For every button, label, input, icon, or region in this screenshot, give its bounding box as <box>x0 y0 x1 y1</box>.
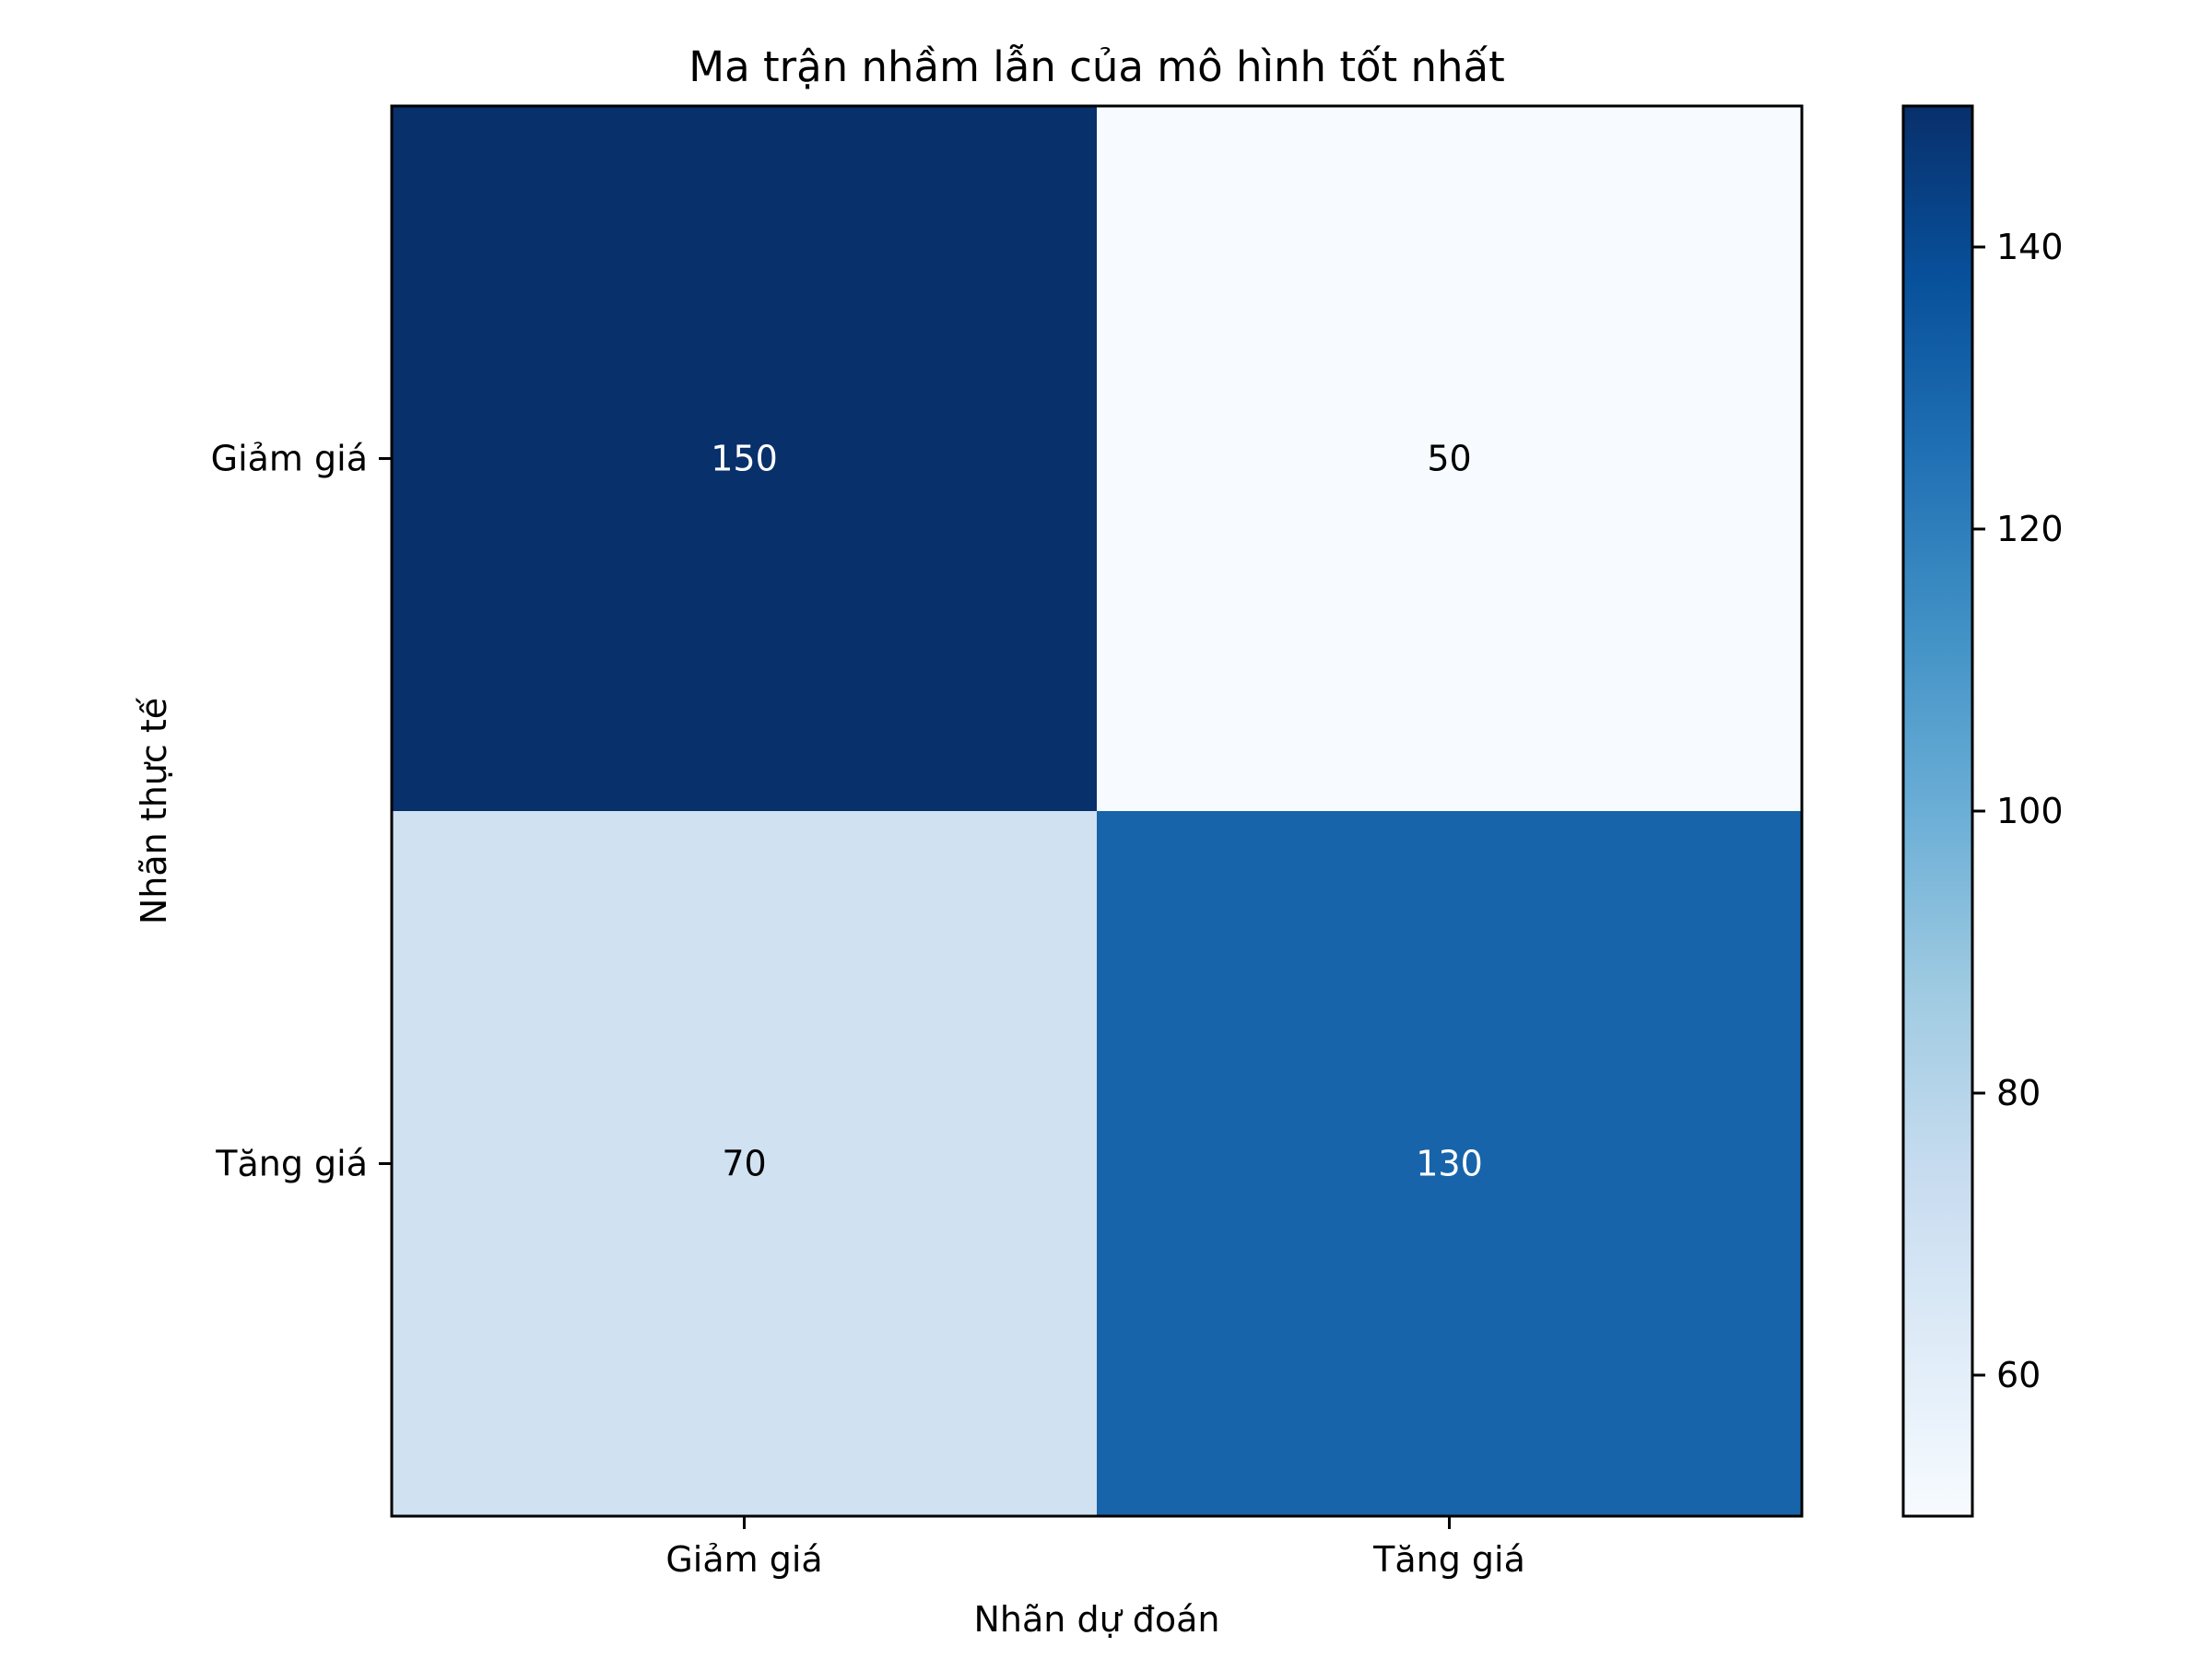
heatmap-cell <box>392 106 1098 812</box>
colorbar-tick-label: 100 <box>1996 791 2064 831</box>
heatmap-cell <box>1097 106 1803 812</box>
x-tick-label: Tăng giá <box>1372 1539 1525 1580</box>
heatmap-cell-labels: 150 50 70 130 <box>711 439 1483 1184</box>
heatmap-cell-label: 50 <box>1427 439 1471 479</box>
heatmap-cell-label: 70 <box>722 1144 766 1184</box>
y-tick-label: Giảm giá <box>211 439 368 479</box>
colorbar-tick-label: 60 <box>1996 1355 2041 1395</box>
heatmap-cell <box>1097 811 1803 1517</box>
colorbar-tick-label: 140 <box>1996 227 2064 267</box>
x-axis-ticks: Giảm giá Tăng giá <box>665 1516 1525 1580</box>
x-tick-label: Giảm giá <box>665 1539 822 1580</box>
heatmap-cell-label: 150 <box>711 439 778 479</box>
heatmap-cells <box>392 106 1803 1517</box>
colorbar-ticks: 60 80 100 120 140 <box>1972 227 2064 1395</box>
y-axis-ticks: Giảm giá Tăng giá <box>211 439 392 1184</box>
chart-title: Ma trận nhầm lẫn của mô hình tốt nhất <box>688 42 1504 91</box>
plot-frame <box>390 104 1804 1518</box>
x-axis-label: Nhãn dự đoán <box>974 1599 1220 1640</box>
heatmap-cell-label: 130 <box>1416 1144 1483 1184</box>
colorbar-tick-label: 80 <box>1996 1073 2041 1113</box>
y-tick-label: Tăng giá <box>215 1144 368 1184</box>
colorbar-gradient <box>1903 106 1972 1516</box>
colorbar-tick-label: 120 <box>1996 509 2064 549</box>
heatmap-cell <box>392 811 1098 1517</box>
y-axis-label: Nhãn thực tế <box>134 697 174 924</box>
